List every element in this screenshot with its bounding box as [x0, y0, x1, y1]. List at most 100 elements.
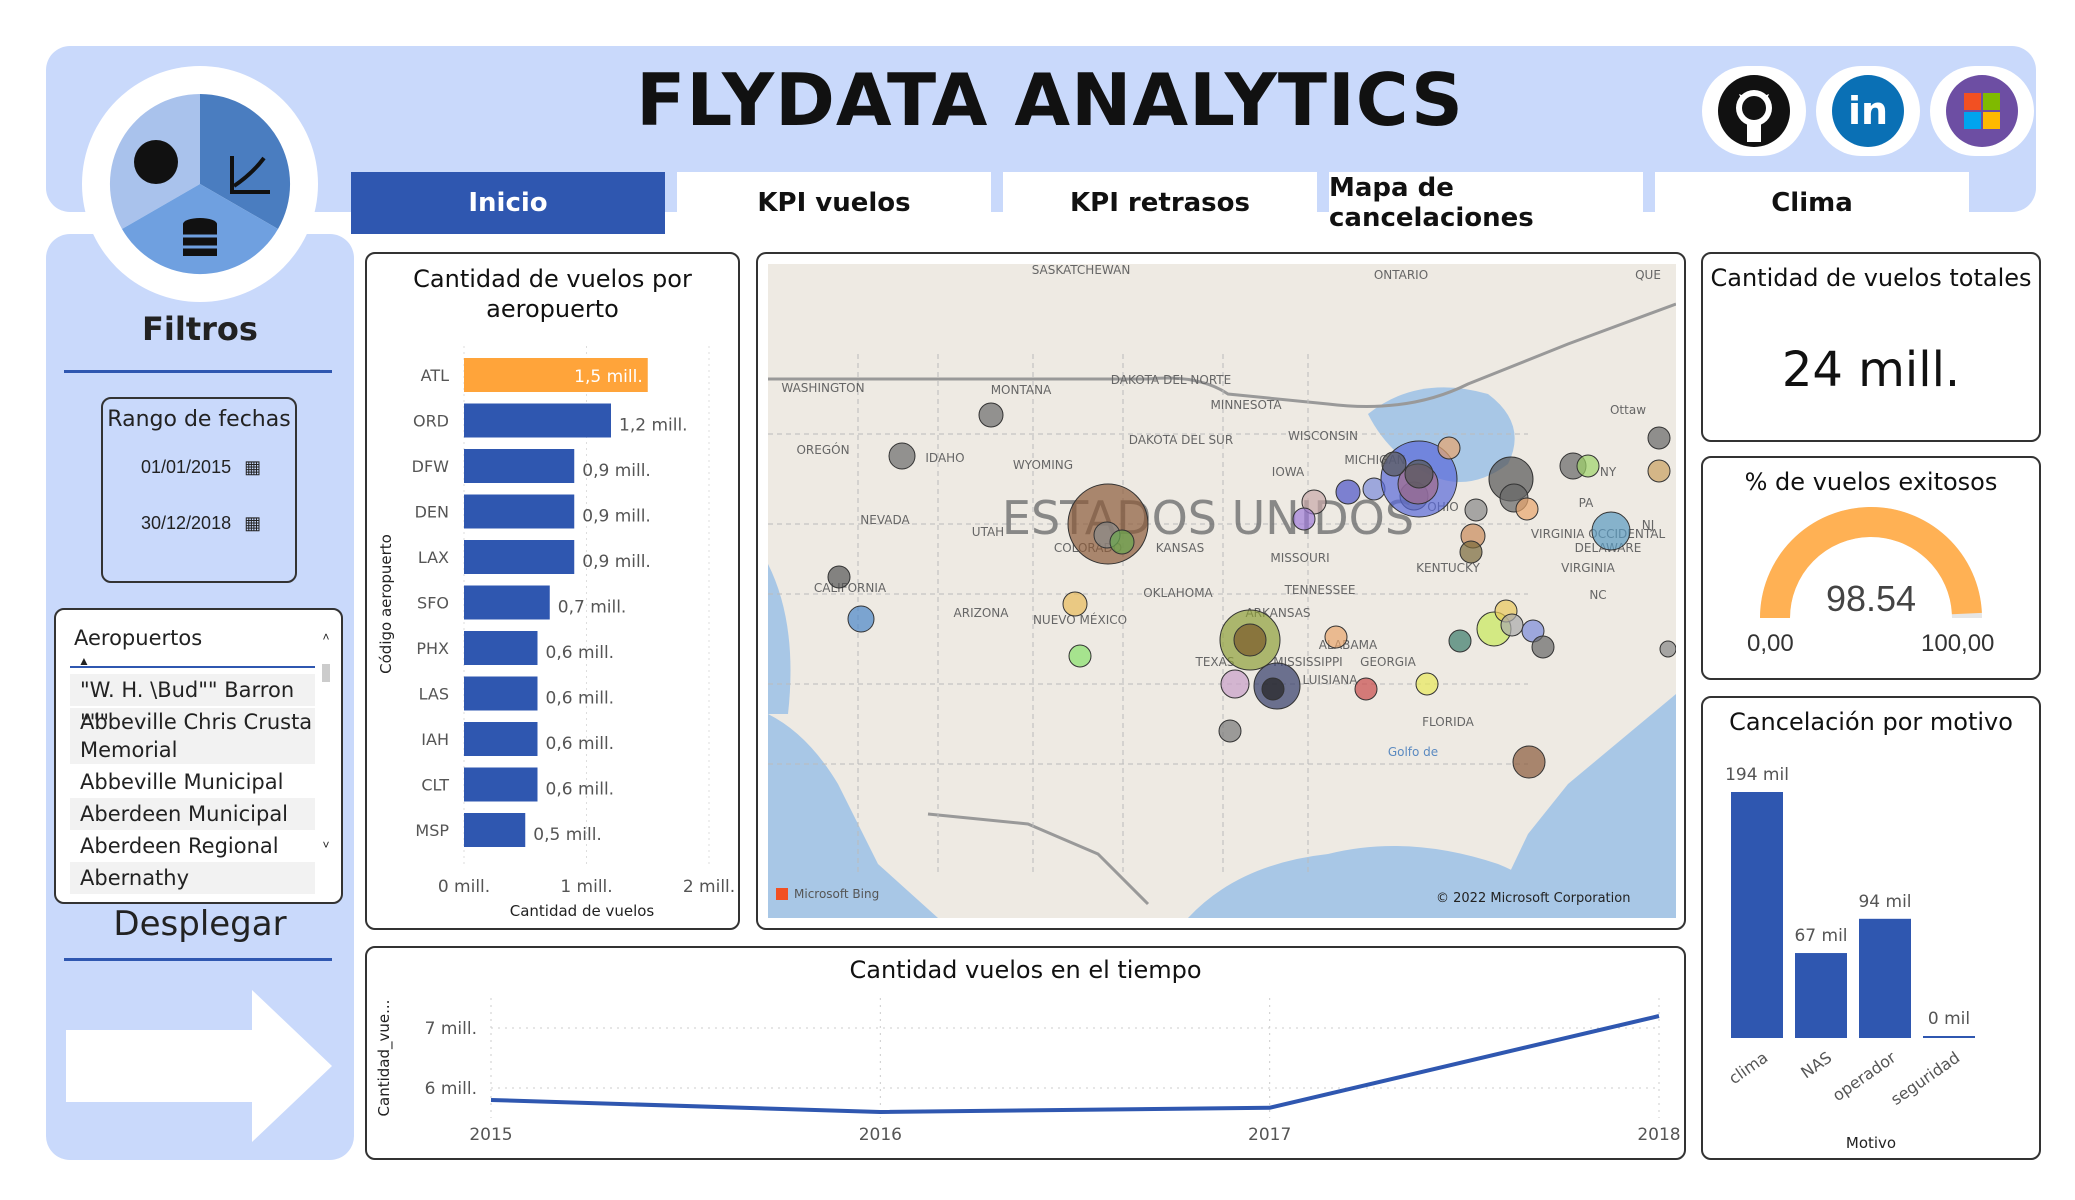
tab-label: Clima: [1771, 188, 1853, 218]
tab-mapa-cancelaciones[interactable]: Mapa de cancelaciones: [1329, 172, 1643, 234]
airport-flights-chart: Cantidad de vuelos por aeropuerto 0 mill…: [365, 252, 740, 930]
x-tick-label: 1 mill.: [560, 877, 612, 897]
data-label: 0,6 mill.: [546, 780, 615, 800]
map-brand: Microsoft Bing: [794, 887, 879, 901]
tab-kpi-retrasos[interactable]: KPI retrasos: [1003, 172, 1317, 234]
map-region-label: MISSOURI: [1270, 551, 1329, 565]
bar: [1731, 792, 1783, 1038]
svg-text:in: in: [1848, 89, 1888, 133]
start-date-value: 01/01/2015: [141, 457, 232, 477]
gauge-value: 98.54: [1825, 578, 1917, 619]
scrollbar[interactable]: ˄ ˅: [321, 630, 331, 870]
x-tick-label: 2 mill.: [683, 877, 735, 897]
list-item[interactable]: Abbeville Municipal: [80, 770, 284, 794]
map-region-label: WASHINGTON: [781, 381, 864, 395]
calendar-icon[interactable]: ▦: [244, 513, 262, 533]
map-copyright: © 2022 Microsoft Corporation: [1436, 891, 1630, 906]
start-date-input[interactable]: 01/01/2015 ▦: [141, 457, 261, 478]
map-region-label: DAKOTA DEL NORTE: [1111, 373, 1231, 387]
end-date-input[interactable]: 30/12/2018 ▦: [141, 513, 261, 534]
map-region-label: IDAHO: [925, 451, 964, 465]
map-bubble: [1647, 426, 1671, 450]
map-region-label: MONTANA: [991, 383, 1052, 397]
x-tick-label: clima: [1725, 1048, 1771, 1088]
list-item[interactable]: Abernathy: [70, 862, 315, 894]
airports-header[interactable]: Aeropuertos ▲: [70, 622, 315, 668]
github-icon: [1718, 75, 1790, 147]
scroll-thumb[interactable]: [322, 664, 330, 682]
chevron-down-icon[interactable]: ˅: [322, 838, 330, 852]
y-tick-label: LAX: [418, 548, 449, 567]
map-bubble: [1531, 635, 1555, 659]
map-bubble: [1464, 498, 1488, 522]
map-bubble: [1062, 591, 1088, 617]
tab-kpi-vuelos[interactable]: KPI vuelos: [677, 172, 991, 234]
map-bubble: [1233, 623, 1267, 657]
y-tick-label: ATL: [421, 366, 449, 385]
github-button[interactable]: [1702, 66, 1806, 156]
calendar-icon[interactable]: ▦: [244, 457, 262, 477]
bar: [464, 449, 575, 483]
tab-inicio[interactable]: Inicio: [351, 172, 665, 234]
map-bubble: [1515, 497, 1539, 521]
y-axis-title: Código aeropuerto: [377, 534, 395, 674]
map-bubble: [1068, 644, 1092, 668]
bar: [464, 676, 538, 711]
data-label: 0,9 mill.: [582, 552, 651, 572]
map-bubble: [1437, 436, 1461, 460]
tab-clima[interactable]: Clima: [1655, 172, 1969, 234]
chart-title: Cancelación por motivo: [1729, 708, 2013, 736]
airports-filter: Aeropuertos ▲ "W. H. \Bud"" Barron """ A…: [54, 608, 343, 904]
gauge-max: 100,00: [1921, 630, 1995, 657]
bar: [464, 813, 526, 847]
map-region-label: UTAH: [972, 525, 1004, 539]
map-bubble: [1354, 677, 1378, 701]
map-region-label: NY: [1600, 465, 1617, 479]
list-item[interactable]: Aberdeen Municipal: [70, 798, 315, 830]
y-tick-label: PHX: [416, 639, 449, 658]
expand-arrow-button[interactable]: [64, 986, 334, 1151]
bar: [464, 403, 611, 438]
y-tick-label: SFO: [417, 594, 449, 613]
list-item[interactable]: "W. H. \Bud"" Barron """: [70, 674, 315, 734]
sort-up-icon[interactable]: ▲: [78, 654, 90, 668]
map-region-label: Ottaw: [1610, 403, 1646, 417]
linkedin-button[interactable]: in: [1816, 66, 1920, 156]
data-label: 67 mil: [1794, 926, 1847, 946]
list-item[interactable]: Aberdeen Regional: [80, 834, 279, 858]
tab-label: Mapa de cancelaciones: [1329, 173, 1534, 233]
microsoft-button[interactable]: [1930, 66, 2034, 156]
x-tick-label: seguridad: [1887, 1048, 1963, 1109]
tab-label: KPI retrasos: [1070, 188, 1250, 218]
map-svg[interactable]: SASKATCHEWAN ONTARIO QUE WASHINGTON MONTANA D…: [768, 264, 1676, 918]
bar: [464, 585, 550, 620]
data-label: 0,6 mill.: [546, 689, 615, 709]
kpi-value: 24 mill.: [1781, 342, 1961, 398]
map-bubble: [1220, 669, 1250, 699]
card-title: Cantidad de vuelos totales: [1710, 264, 2032, 292]
map-region-label: TEXAS: [1195, 655, 1235, 669]
border-line: [768, 302, 1676, 408]
x-tick-label: 2016: [859, 1125, 902, 1145]
map-region-label: QUE: [1635, 268, 1661, 282]
y-axis-title: Cantidad_vue...: [375, 1000, 394, 1117]
y-tick-label: ORD: [413, 412, 449, 431]
divider: [64, 370, 332, 373]
chevron-up-icon[interactable]: ˄: [322, 630, 330, 644]
bar: [464, 722, 538, 756]
microsoft-icon: [1946, 75, 2018, 147]
map-region-label: SASKATCHEWAN: [1032, 264, 1131, 277]
data-label: 0,9 mill.: [582, 507, 651, 527]
x-tick-label: 0 mill.: [438, 877, 490, 897]
map-bubble: [1591, 511, 1631, 551]
map-region-label: Golfo de: [1388, 745, 1438, 759]
bar: [464, 494, 575, 529]
gulf-of-mexico: [1188, 846, 1558, 918]
y-tick-label: MSP: [415, 821, 449, 840]
list-item[interactable]: Abbeville Chris Crusta Memorial: [70, 708, 315, 764]
cancellation-map[interactable]: SASKATCHEWAN ONTARIO QUE WASHINGTON MONTANA D…: [756, 252, 1686, 930]
map-bubble: [888, 442, 916, 470]
map-region-label: NJ: [1642, 518, 1655, 532]
map-region-label: OREGÓN: [796, 442, 849, 457]
